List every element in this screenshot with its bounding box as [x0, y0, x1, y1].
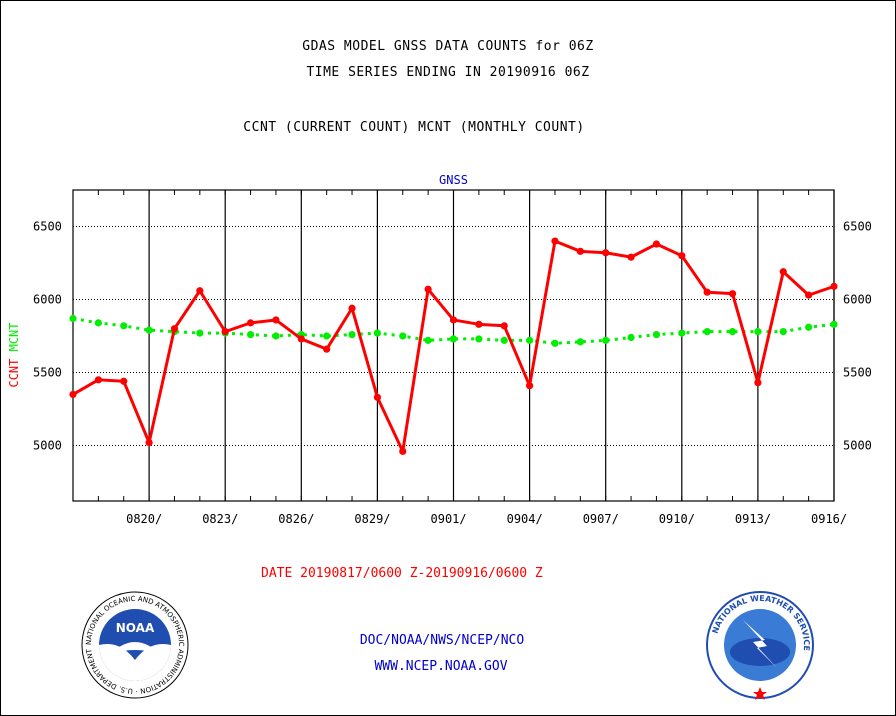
y-tick-label-left: 6500 — [33, 220, 62, 234]
data-point-ccnt — [779, 268, 787, 276]
data-point-mcnt — [551, 339, 559, 347]
data-point-ccnt — [627, 253, 635, 261]
data-point-mcnt — [830, 320, 838, 328]
y-axis-label-mcnt: MCNT — [7, 322, 21, 351]
data-point-mcnt — [373, 329, 381, 337]
data-point-mcnt — [272, 332, 280, 340]
y-tick-label-left: 6000 — [33, 293, 62, 307]
data-point-ccnt — [399, 447, 407, 455]
data-point-mcnt — [678, 329, 686, 337]
data-point-mcnt — [500, 336, 508, 344]
data-point-mcnt — [728, 328, 737, 336]
noaa-logo-text: NOAA — [116, 621, 155, 635]
data-point-ccnt — [652, 240, 661, 248]
y-tick-label-left: 5500 — [33, 366, 62, 380]
nws-logo: NATIONAL WEATHER SERVICE — [706, 591, 814, 700]
data-point-mcnt — [475, 335, 483, 343]
ncep-url[interactable]: WWW.NCEP.NOAA.GOV — [374, 659, 508, 674]
data-point-ccnt — [728, 290, 737, 298]
data-point-mcnt — [602, 336, 610, 344]
data-point-ccnt — [678, 252, 686, 260]
data-point-mcnt — [145, 326, 153, 334]
data-point-ccnt — [703, 288, 711, 296]
data-point-mcnt — [627, 333, 635, 342]
data-point-mcnt — [526, 336, 534, 344]
x-tick-label: 0916/ — [811, 512, 847, 526]
data-point-mcnt — [69, 314, 77, 323]
data-point-mcnt — [424, 336, 432, 344]
data-point-mcnt — [754, 328, 762, 336]
data-point-ccnt — [272, 316, 280, 324]
x-tick-label: 0910/ — [659, 512, 695, 526]
chart-title-line-2: TIME SERIES ENDING IN 20190916 06Z — [306, 65, 590, 80]
org-path: DOC/NOAA/NWS/NCEP/NCO — [359, 633, 525, 648]
data-point-mcnt — [348, 330, 356, 339]
noaa-logo: NATIONAL OCEANIC AND ATMOSPHERIC ADMINIS… — [80, 590, 189, 699]
data-point-ccnt — [221, 328, 229, 336]
y-tick-label-right: 5000 — [843, 439, 872, 453]
y-tick-label-right: 6500 — [843, 220, 872, 234]
data-point-ccnt — [526, 382, 534, 390]
data-point-mcnt — [449, 335, 458, 343]
y-tick-label-right: 6000 — [843, 293, 872, 307]
y-axis-label-ccnt: CCNT — [7, 351, 21, 387]
data-point-mcnt — [196, 329, 204, 337]
data-point-ccnt — [830, 282, 838, 290]
data-point-mcnt — [703, 328, 711, 336]
data-point-ccnt — [576, 247, 584, 255]
data-point-ccnt — [323, 345, 331, 353]
data-point-ccnt — [246, 319, 255, 327]
data-point-ccnt — [475, 320, 483, 328]
data-point-ccnt — [805, 291, 813, 299]
data-point-mcnt — [779, 328, 787, 336]
data-point-ccnt — [170, 325, 179, 333]
y-axis-label: CCNT MCNT — [7, 322, 21, 387]
x-tick-label: 0826/ — [278, 512, 314, 526]
y-tick-label-left: 5000 — [33, 439, 62, 453]
data-point-mcnt — [246, 330, 255, 339]
data-point-mcnt — [323, 332, 331, 340]
x-tick-label: 0823/ — [202, 512, 238, 526]
x-tick-label: 0901/ — [431, 512, 467, 526]
x-tick-label: 0907/ — [583, 512, 619, 526]
date-range: DATE 20190817/0600 Z-20190916/0600 Z — [261, 566, 543, 581]
x-tick-label: 0904/ — [507, 512, 543, 526]
data-point-ccnt — [196, 287, 204, 295]
data-point-ccnt — [145, 438, 153, 447]
data-point-mcnt — [805, 323, 813, 331]
plot-border — [72, 189, 835, 502]
data-point-ccnt — [348, 304, 356, 312]
data-point-ccnt — [94, 376, 102, 384]
data-point-mcnt — [94, 319, 102, 327]
chart-title: GNSS — [439, 173, 468, 187]
x-tick-label: 0913/ — [735, 512, 771, 526]
data-point-ccnt — [602, 249, 610, 257]
data-point-ccnt — [373, 393, 381, 401]
data-point-ccnt — [500, 322, 508, 330]
x-tick-label: 0829/ — [354, 512, 390, 526]
data-point-ccnt — [120, 377, 128, 385]
data-point-ccnt — [69, 390, 77, 399]
data-point-ccnt — [449, 316, 458, 324]
chart-subtitle: CCNT (CURRENT COUNT) MCNT (MONTHLY COUNT… — [243, 120, 585, 135]
data-point-ccnt — [551, 237, 559, 245]
data-point-mcnt — [576, 338, 584, 346]
data-point-ccnt — [754, 379, 762, 387]
y-tick-label-right: 5500 — [843, 366, 872, 380]
chart-title-line-1: GDAS MODEL GNSS DATA COUNTS for 06Z — [302, 39, 594, 54]
data-point-ccnt — [424, 285, 432, 293]
data-point-mcnt — [120, 322, 128, 330]
x-tick-label: 0820/ — [126, 512, 162, 526]
data-point-ccnt — [297, 335, 305, 343]
data-point-mcnt — [652, 330, 661, 339]
data-point-mcnt — [399, 332, 407, 340]
